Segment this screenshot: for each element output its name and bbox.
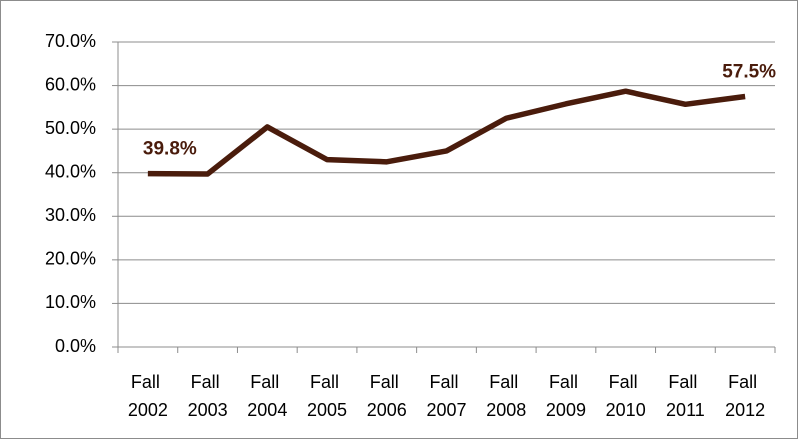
y-tick-label: 50.0% bbox=[45, 118, 96, 138]
data-label: 57.5% bbox=[722, 61, 776, 82]
x-tick-label: Fall 2002 bbox=[128, 372, 168, 420]
x-tick-label: Fall 2008 bbox=[486, 372, 526, 420]
y-tick-label: 60.0% bbox=[45, 74, 96, 94]
data-label: 39.8% bbox=[143, 139, 197, 160]
y-tick-label: 40.0% bbox=[45, 161, 96, 181]
x-tick-label: Fall 2006 bbox=[367, 372, 407, 420]
x-tick-label: Fall 2004 bbox=[247, 372, 287, 420]
y-tick-label: 0.0% bbox=[55, 336, 96, 356]
x-tick-label: Fall 2012 bbox=[725, 372, 765, 420]
x-tick-label: Fall 2007 bbox=[426, 372, 466, 420]
y-tick-label: 30.0% bbox=[45, 205, 96, 225]
x-tick-label: Fall 2010 bbox=[606, 372, 646, 420]
data-line bbox=[147, 88, 746, 177]
y-tick-label: 70.0% bbox=[45, 31, 96, 51]
x-tick-label: Fall 2009 bbox=[546, 372, 586, 420]
y-tick-label: 20.0% bbox=[45, 249, 96, 269]
y-tick-label: 10.0% bbox=[45, 292, 96, 312]
x-tick-label: Fall 2003 bbox=[188, 372, 228, 420]
x-tick-label: Fall 2011 bbox=[666, 372, 705, 420]
x-tick-label: Fall 2005 bbox=[307, 372, 347, 420]
